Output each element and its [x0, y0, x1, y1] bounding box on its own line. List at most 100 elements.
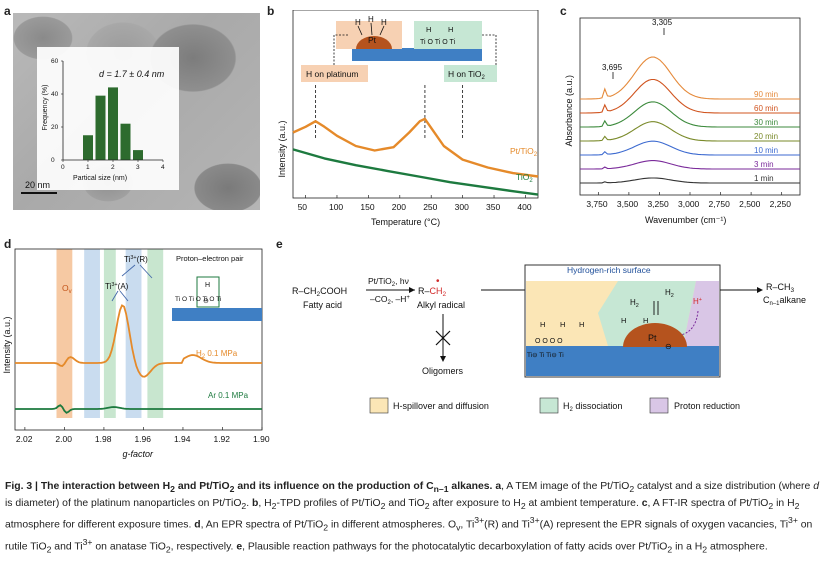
caption-label-c: c	[641, 497, 648, 509]
tio2-atoms: Ti O Ti O Ti O Ti	[175, 296, 221, 303]
panel-label-b: b	[267, 4, 275, 18]
y-tick-label: 60	[51, 58, 59, 65]
pt-text: Pt	[648, 333, 657, 343]
radical-dot: •	[436, 276, 440, 287]
series-label: 60 min	[754, 104, 778, 113]
x-tick-label: 1.94	[174, 434, 191, 444]
x-tick-label: 1	[86, 164, 90, 171]
y-axis-label: Absorbance (a.u.)	[564, 75, 574, 147]
h-atom: H	[381, 18, 387, 27]
tio2-surface	[526, 346, 719, 376]
y-axis-label: Intensity (a.u.)	[277, 120, 287, 177]
h-on-tio2-label: H on TiO2	[448, 69, 486, 81]
condition-bottom: –CO2, –H+	[370, 294, 410, 306]
pair-box	[196, 276, 220, 308]
x-tick-label: 0	[61, 164, 65, 171]
surface-atoms: Ti⊖ Ti Ti⊖ Ti	[527, 352, 564, 359]
x-tick-label: 3	[136, 164, 140, 171]
y-tick-label: 20	[51, 124, 59, 131]
band-ti3a	[84, 249, 100, 418]
h-atom: H	[448, 25, 453, 34]
h-atom: H	[368, 15, 374, 24]
x-tick-label: 2,750	[709, 199, 731, 209]
surface-atoms: O O O O	[535, 338, 563, 345]
alkyl-radical-label: Alkyl radical	[417, 300, 465, 310]
ti-a-label: Ti3+(A)	[105, 282, 129, 291]
product-name: Cn–1alkane	[763, 295, 806, 307]
series-line	[580, 140, 800, 156]
x-tick-label: 50	[298, 202, 308, 212]
x-tick-label: 250	[423, 202, 437, 212]
y-tick-label: 0	[51, 157, 55, 164]
series-line-tio2	[292, 148, 539, 196]
fatty-acid-label: Fatty acid	[303, 300, 342, 310]
h-atom: H	[579, 320, 584, 329]
x-axis-label: Wavenumber (cm⁻¹)	[645, 215, 726, 225]
tio2-slab	[352, 48, 482, 61]
series-label: 90 min	[754, 90, 778, 99]
series-line	[580, 177, 800, 184]
legend-dissociation: H2 dissociation	[563, 401, 622, 413]
histogram-bar	[108, 87, 118, 160]
x-tick-label: 2,250	[770, 199, 792, 209]
figure-caption: Fig. 3 | The interaction between H2 and …	[5, 481, 819, 556]
series-line	[580, 56, 800, 100]
series-line	[580, 78, 800, 114]
x-tick-label: 2.02	[16, 434, 33, 444]
y-tick-label: 40	[51, 91, 59, 98]
h-atom: H	[621, 316, 626, 325]
series-label-ar: Ar 0.1 MPa	[208, 391, 249, 400]
x-tick-label: 1.92	[213, 434, 230, 444]
histogram-bar	[120, 123, 131, 160]
proton: H+	[693, 297, 702, 306]
panel-d-chart: 2.02 2.00 1.98 1.96 1.94 1.92 1.90 g-factor Inte…	[2, 248, 270, 459]
x-tick-label: 2,500	[739, 199, 761, 209]
scale-bar-label: 20 nm	[25, 180, 50, 190]
x-tick-label: 150	[360, 202, 374, 212]
histogram-bar	[95, 95, 106, 160]
caption-label-d: d	[194, 519, 201, 531]
series-label-pt-tio2: Pt/TiO2	[510, 146, 538, 158]
x-axis-label: Partical size (nm)	[73, 175, 127, 182]
x-tick-label: 1.90	[253, 434, 270, 444]
radical-formula: R–CH2	[418, 286, 447, 298]
x-tick-label: 300	[455, 202, 469, 212]
x-tick-label: 3,000	[678, 199, 700, 209]
panel-e-diagram: R–CH2COOH Fatty acid Pt/TiO2, hν –CO2, –…	[292, 264, 806, 414]
plot-frame	[292, 10, 539, 199]
surface-title: Hydrogen-rich surface	[567, 265, 651, 275]
band-ti3rb	[147, 249, 164, 418]
h-atom: H	[355, 18, 361, 27]
legend-swatch-proton	[649, 397, 669, 414]
electron-symbol: ⊖	[665, 342, 672, 351]
ov-label: Ov	[62, 283, 72, 295]
series-line-ar	[15, 404, 262, 414]
h-atom: H	[205, 282, 210, 289]
panel-label-c: c	[560, 4, 567, 18]
caption-label-b: b	[252, 497, 259, 509]
h-on-platinum-box	[301, 65, 368, 82]
series-label: 30 min	[754, 118, 778, 127]
h-atom: H	[540, 320, 545, 329]
x-tick-label: 3,250	[647, 199, 669, 209]
x-tick-label: 3,750	[586, 199, 608, 209]
series-label: 20 min	[754, 132, 778, 141]
proton-region	[683, 281, 719, 346]
band-ti3ab	[103, 249, 116, 418]
band-ti3r	[125, 249, 142, 418]
x-tick-label: 2	[111, 164, 115, 171]
legend-spillover: H-spillover and diffusion	[393, 401, 489, 411]
series-line-h2	[15, 304, 262, 378]
series-label-h2: H2 0.1 MPa	[196, 349, 238, 360]
y-axis-label: Frequency (%)	[42, 85, 49, 131]
series-label: 10 min	[754, 146, 778, 155]
caption-label-e: e	[236, 541, 243, 553]
x-axis-label: g-factor	[123, 449, 155, 459]
fatty-acid-formula: R–CH2COOH	[292, 286, 347, 298]
h2-label: H2	[630, 298, 639, 309]
pt-particle	[356, 36, 392, 49]
x-tick-label: 4	[161, 164, 165, 171]
panel-b-chart: Pt H H H H H Ti O Ti O Ti H on platinum …	[277, 10, 539, 227]
panel-label-a: a	[4, 4, 11, 18]
x-tick-label: 3,500	[617, 199, 639, 209]
